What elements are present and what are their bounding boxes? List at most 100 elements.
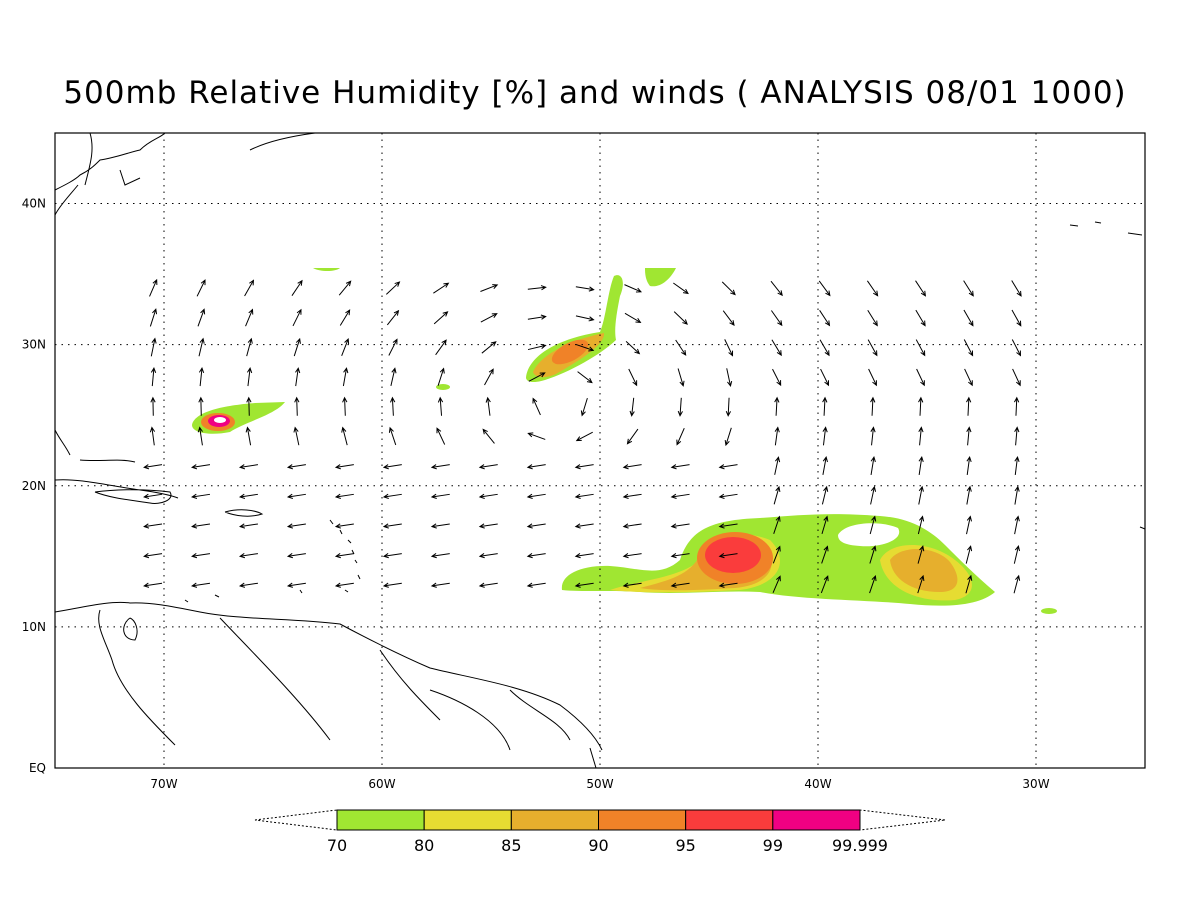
wind-arrow	[670, 493, 690, 499]
wind-arrow	[624, 284, 642, 293]
wind-arrow	[726, 368, 733, 388]
wind-arrow	[819, 339, 830, 357]
wind-arrow	[966, 455, 972, 476]
wind-arrow	[622, 464, 642, 470]
wind-arrow	[575, 431, 593, 442]
wind-arrow	[721, 281, 736, 296]
wind-arrow	[526, 523, 546, 529]
wind-arrow	[342, 367, 349, 387]
wind-arrow	[238, 493, 258, 499]
wind-arrow	[294, 396, 300, 416]
wind-arrow	[820, 575, 829, 594]
wind-arrow	[629, 397, 635, 417]
wind-arrow	[965, 574, 973, 594]
wind-arrow	[915, 280, 927, 297]
wind-arrow	[918, 426, 924, 446]
wind-arrow	[149, 308, 158, 327]
wind-arrow	[675, 339, 687, 356]
wind-arrow	[915, 339, 926, 357]
wind-arrow	[963, 280, 974, 297]
wind-arrow	[390, 396, 396, 416]
wind-arrow	[870, 426, 876, 446]
clear-area	[838, 523, 900, 547]
wind-arrow	[334, 464, 354, 470]
wind-arrow	[526, 582, 546, 588]
humidity-area	[705, 537, 761, 573]
wind-arrow	[385, 281, 401, 295]
wind-arrow	[150, 367, 157, 387]
wind-arrow	[246, 396, 252, 416]
map-title: 500mb Relative Humidity [%] and winds ( …	[63, 75, 1126, 111]
wind-arrow	[1014, 515, 1020, 535]
humidity-area	[645, 268, 676, 287]
humidity-area	[890, 548, 958, 592]
y-tick-label: 10N	[22, 620, 46, 634]
wind-arrow	[917, 574, 925, 594]
wind-arrow	[430, 464, 450, 470]
colorbar-segment	[685, 809, 774, 831]
wind-arrow	[867, 339, 878, 357]
wind-arrow	[430, 582, 450, 588]
wind-arrow	[433, 282, 450, 294]
wind-arrow	[670, 464, 690, 470]
wind-arrow	[245, 426, 252, 446]
wind-arrow	[917, 545, 925, 564]
wind-arrow	[870, 485, 877, 505]
wind-arrow	[574, 582, 594, 588]
colorbar-label: 90	[588, 836, 608, 855]
wind-arrow	[677, 397, 683, 417]
wind-arrow	[433, 311, 449, 325]
wind-arrow	[197, 308, 206, 327]
wind-arrow	[246, 337, 253, 357]
wind-arrow	[478, 582, 498, 588]
wind-arrow	[818, 280, 831, 297]
wind-arrow	[334, 582, 354, 588]
wind-arrow	[286, 464, 306, 470]
wind-arrow	[480, 313, 498, 323]
wind-arrow	[238, 464, 258, 470]
wind-arrow	[435, 339, 447, 356]
wind-arrow	[870, 396, 876, 416]
wind-arrow	[527, 314, 547, 320]
y-tick-label: EQ	[29, 761, 46, 775]
wind-arrow	[718, 464, 738, 470]
wind-arrow	[577, 371, 593, 384]
wind-arrow	[143, 464, 163, 470]
wind-arrow	[718, 523, 738, 529]
wind-arrow	[382, 582, 402, 588]
wind-vectors	[143, 278, 1022, 594]
wind-arrow	[1011, 309, 1022, 327]
wind-arrow	[673, 311, 688, 325]
wind-arrow	[622, 493, 642, 499]
wind-arrow	[149, 278, 158, 297]
wind-arrow	[527, 432, 546, 440]
wind-arrow	[670, 523, 690, 529]
wind-arrow	[382, 464, 402, 470]
wind-arrow	[918, 396, 924, 416]
coastline	[54, 429, 264, 517]
wind-arrow	[482, 428, 495, 444]
wind-arrow	[966, 515, 972, 535]
wind-arrow	[869, 545, 877, 564]
wind-arrow	[574, 523, 594, 529]
wind-arrow	[718, 553, 738, 559]
wind-arrow	[198, 337, 205, 357]
wind-arrow	[198, 367, 205, 387]
wind-arrow	[770, 310, 783, 327]
wind-arrow	[478, 464, 498, 470]
y-tick-label: 40N	[22, 197, 46, 211]
wind-arrow	[196, 279, 206, 297]
wind-arrow	[963, 309, 974, 327]
map-frame	[54, 132, 1146, 769]
humidity-area	[436, 384, 450, 390]
humidity-area	[1041, 608, 1057, 614]
wind-arrow	[580, 398, 588, 417]
wind-arrow	[390, 367, 397, 387]
wind-arrow	[1011, 339, 1022, 357]
wind-arrow	[485, 396, 491, 416]
wind-arrow	[724, 427, 732, 447]
colorbar-segment	[423, 809, 512, 831]
wind-arrow	[820, 368, 830, 387]
wind-arrow	[245, 308, 254, 327]
